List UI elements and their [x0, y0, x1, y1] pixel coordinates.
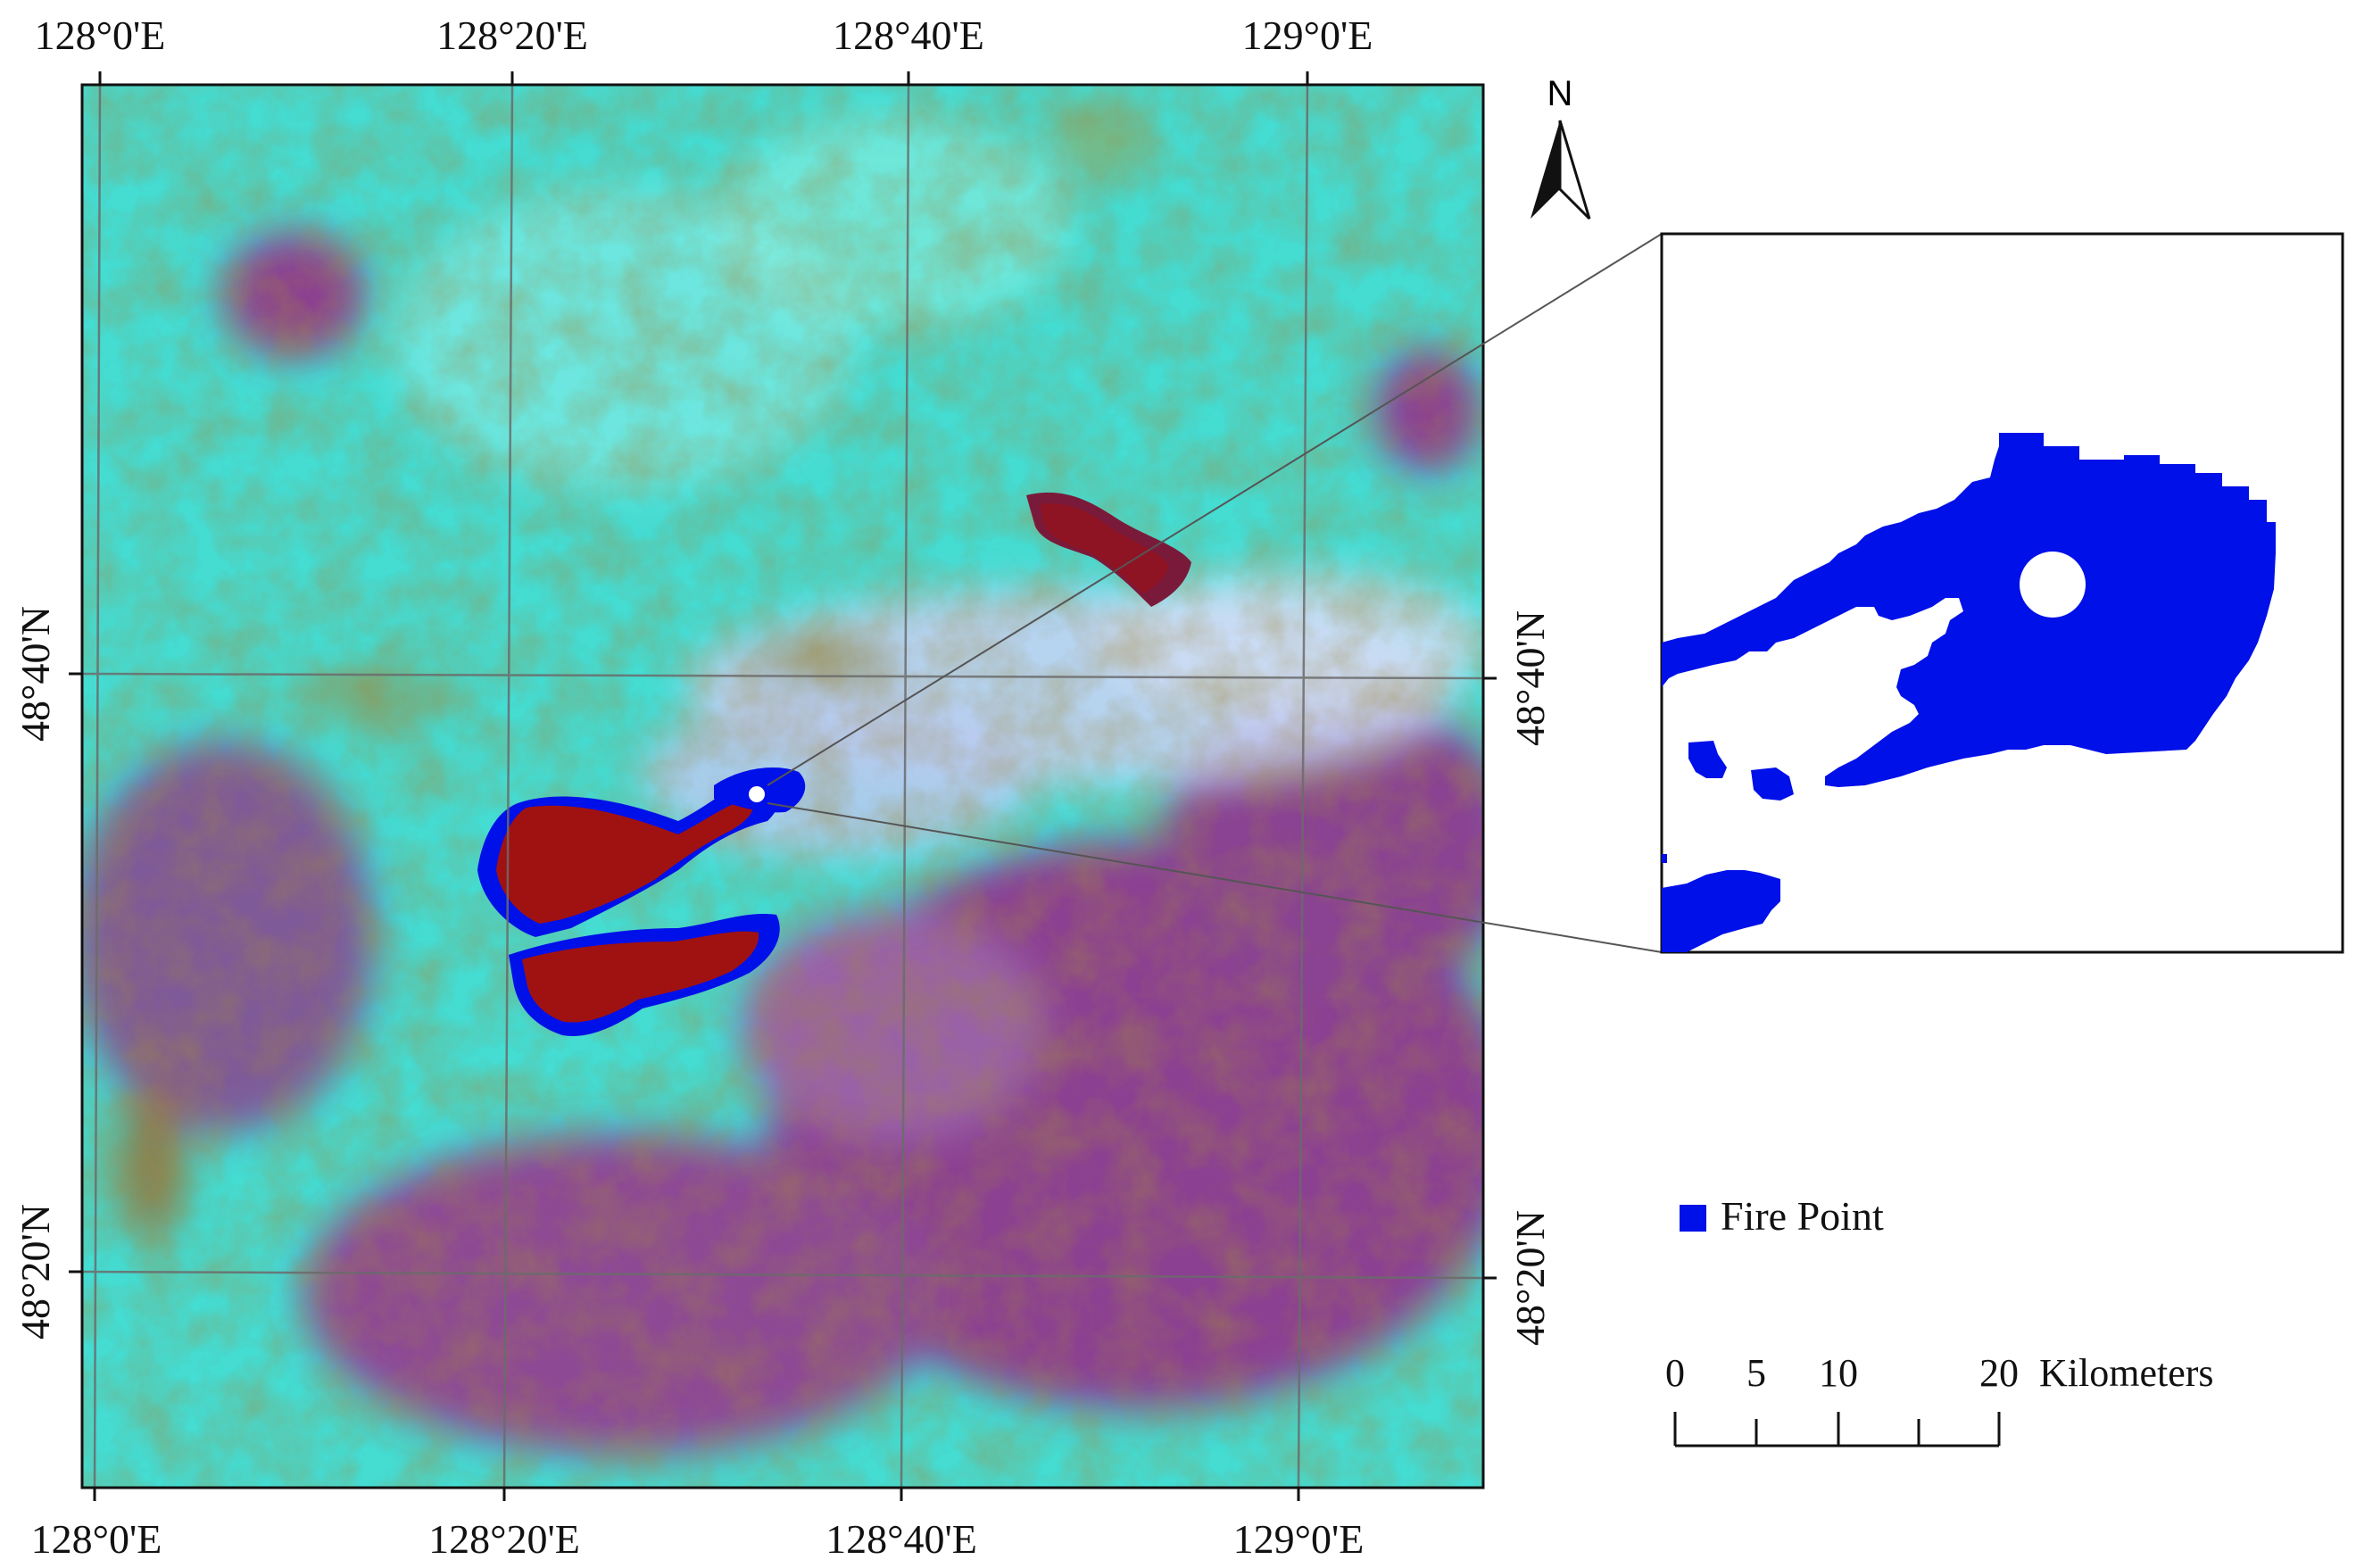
burned-area-main [477, 767, 806, 1036]
north-arrow-icon: N [1531, 74, 1591, 220]
lon-label-bottom-4: 129°0'E [1233, 1516, 1365, 1562]
lon-label-top-4: 129°0'E [1242, 12, 1373, 58]
scale-bar: 0 5 10 20 Kilometers [1665, 1351, 2214, 1448]
burned-area-northeast [1026, 492, 1191, 607]
lon-label-bottom-2: 128°20'E [428, 1516, 580, 1562]
lat-label-right-2: 48°20'N [1507, 1210, 1553, 1346]
legend: Fire Point [1680, 1193, 1884, 1239]
north-label: N [1547, 74, 1573, 113]
scale-tick-0: 0 [1665, 1351, 1685, 1395]
inset-panel [1660, 232, 2344, 954]
legend-swatch [1680, 1205, 1706, 1232]
scale-tick-20: 20 [1979, 1351, 2019, 1395]
lat-label-left-2: 48°20'N [12, 1204, 58, 1340]
inset-fire-point [1662, 433, 2276, 952]
scale-tick-10: 10 [1819, 1351, 1858, 1395]
frame-ticks [69, 71, 1497, 1501]
lon-label-bottom-1: 128°0'E [31, 1516, 162, 1562]
scale-unit: Kilometers [2039, 1351, 2214, 1395]
graticule [82, 85, 1483, 1488]
lon-label-top-2: 128°20'E [436, 12, 588, 58]
lat-label-right-1: 48°40'N [1507, 610, 1553, 746]
map-frame [80, 83, 1485, 1489]
lon-label-bottom-3: 128°40'E [825, 1516, 977, 1562]
legend-label: Fire Point [1721, 1193, 1884, 1239]
lon-label-top-3: 128°40'E [833, 12, 984, 58]
lon-label-top-1: 128°0'E [35, 12, 166, 58]
zoom-connector-lines [767, 233, 1663, 953]
inset-hole [2020, 552, 2086, 618]
lat-label-left-1: 48°40'N [12, 606, 58, 742]
scale-tick-5: 5 [1746, 1351, 1766, 1395]
satellite-image [82, 85, 1483, 1488]
